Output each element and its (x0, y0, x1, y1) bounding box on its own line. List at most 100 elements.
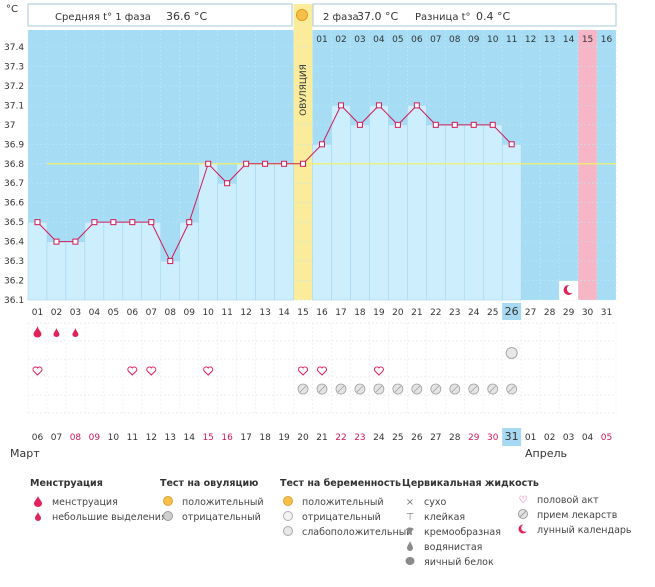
watery-icon (402, 541, 418, 554)
date-label: 09 (89, 433, 101, 443)
temperature-bar (426, 124, 446, 301)
medication-mark-line (432, 385, 440, 393)
legend-label: яичный белок (424, 557, 494, 568)
pregnancy-test-mark (505, 347, 518, 359)
spotting-icon (30, 511, 46, 524)
date-label: 19 (278, 433, 290, 443)
cycle-day-label: 27 (525, 308, 536, 318)
post-ovulation-day-label: 04 (373, 35, 385, 45)
date-label: 18 (259, 433, 271, 443)
date-label: 17 (240, 433, 251, 443)
cycle-day-label: 04 (89, 308, 101, 318)
negative-icon (160, 511, 176, 524)
date-label: 05 (601, 433, 612, 443)
temperature-point (262, 160, 269, 167)
temperature-bar (27, 221, 48, 301)
legend-title: Цервикальная жидкость (402, 478, 539, 489)
medication-mark-line (413, 385, 421, 393)
date-label: 16 (221, 433, 233, 443)
temperature-bars (27, 105, 522, 301)
cycle-day-label: 07 (146, 308, 157, 318)
legend-item: положительный (280, 495, 412, 510)
moon-icon (515, 524, 531, 537)
temperature-point (470, 121, 477, 128)
cycle-day-label: 12 (240, 308, 251, 318)
post-ovulation-day-label: 16 (601, 35, 613, 45)
month-label-right: Апрель (525, 447, 567, 460)
legend-item: менструация (30, 495, 167, 510)
medication-mark-line (356, 385, 364, 393)
legend-item: лунный календарь (515, 523, 632, 538)
diff-label: Разница t° (415, 12, 471, 23)
temperature-bar (122, 221, 143, 301)
temperature-point (375, 102, 382, 109)
temperature-line-layer (37, 104, 513, 263)
menstruation-icon (30, 495, 46, 510)
date-label: 13 (165, 433, 176, 443)
temperature-bar (445, 124, 465, 301)
temperature-point (53, 238, 60, 245)
temperature-bar (255, 163, 275, 301)
legend-label: лунный календарь (537, 525, 632, 536)
cycle-day-label: 22 (430, 308, 441, 318)
cycle-day-label: 05 (108, 308, 119, 318)
temperature-bar (84, 221, 105, 301)
medication-mark-line (337, 385, 345, 393)
legend-label: прием лекарств (537, 510, 618, 521)
positive-icon (280, 496, 296, 509)
temperature-bar (331, 105, 351, 301)
temperature-point (319, 141, 325, 148)
creamy-icon (402, 526, 418, 539)
temperature-points (34, 102, 515, 265)
medication-mark-line (394, 385, 402, 393)
weak-positive-icon (280, 526, 296, 539)
legend-item: водянистая (402, 540, 539, 555)
intercourse-mark (146, 366, 157, 376)
post-ovulation-day-label: 02 (335, 35, 346, 45)
temperature-point (129, 219, 136, 226)
temperature-bar (46, 241, 67, 301)
legend-item: отрицательный (160, 510, 264, 525)
cycle-day-label: 20 (392, 308, 404, 318)
cycle-day-label: 16 (316, 308, 328, 318)
temperature-point (356, 121, 363, 128)
legend-item: кремообразная (402, 525, 539, 540)
date-label: 25 (392, 433, 403, 443)
date-label: 15 (202, 433, 213, 443)
date-label: 02 (544, 433, 555, 443)
legend-other: ♡ половой акт прием лекарств лунный кале… (515, 493, 632, 538)
temperature-point (281, 160, 288, 167)
date-label: 14 (183, 433, 195, 443)
temperature-point (451, 121, 458, 128)
legend-label: положительный (302, 497, 384, 508)
temperature-bar (464, 124, 484, 301)
axis-labels: ОВУЛЯЦИЯ °C 37.4 37.3 37.2 37.1 37 36.9 36.8 36.7… (4, 4, 613, 460)
intercourse-mark (298, 366, 309, 376)
medication-mark-line (508, 385, 515, 393)
temperature-bar (274, 163, 294, 301)
y-tick-label: 36.3 (4, 257, 24, 267)
y-tick-label: 37.2 (4, 82, 24, 92)
highlight-column (578, 30, 598, 300)
legend-label: отрицательный (182, 512, 261, 523)
temperature-bar (65, 241, 86, 301)
intercourse-mark (203, 366, 214, 376)
temperature-point (167, 258, 174, 265)
legend-label: клейкая (424, 512, 466, 523)
date-label: 28 (449, 433, 461, 443)
positive-icon (160, 496, 176, 509)
date-label: 08 (70, 433, 82, 443)
legend-item: яичный белок (402, 555, 539, 570)
post-ovulation-day-label: 10 (487, 35, 499, 45)
temperature-bar (103, 221, 124, 301)
y-tick-label: 36.2 (4, 277, 24, 287)
legend-item: слабоположительный (280, 525, 412, 540)
intercourse-mark (127, 366, 138, 376)
legend-label: менструация (52, 497, 118, 508)
event-rows (27, 281, 617, 414)
cycle-day-label: 23 (449, 308, 460, 318)
y-tick-label: 37 (4, 121, 15, 131)
temperature-bar (407, 105, 427, 301)
temperature-bar (160, 260, 180, 301)
date-label: 23 (354, 433, 365, 443)
